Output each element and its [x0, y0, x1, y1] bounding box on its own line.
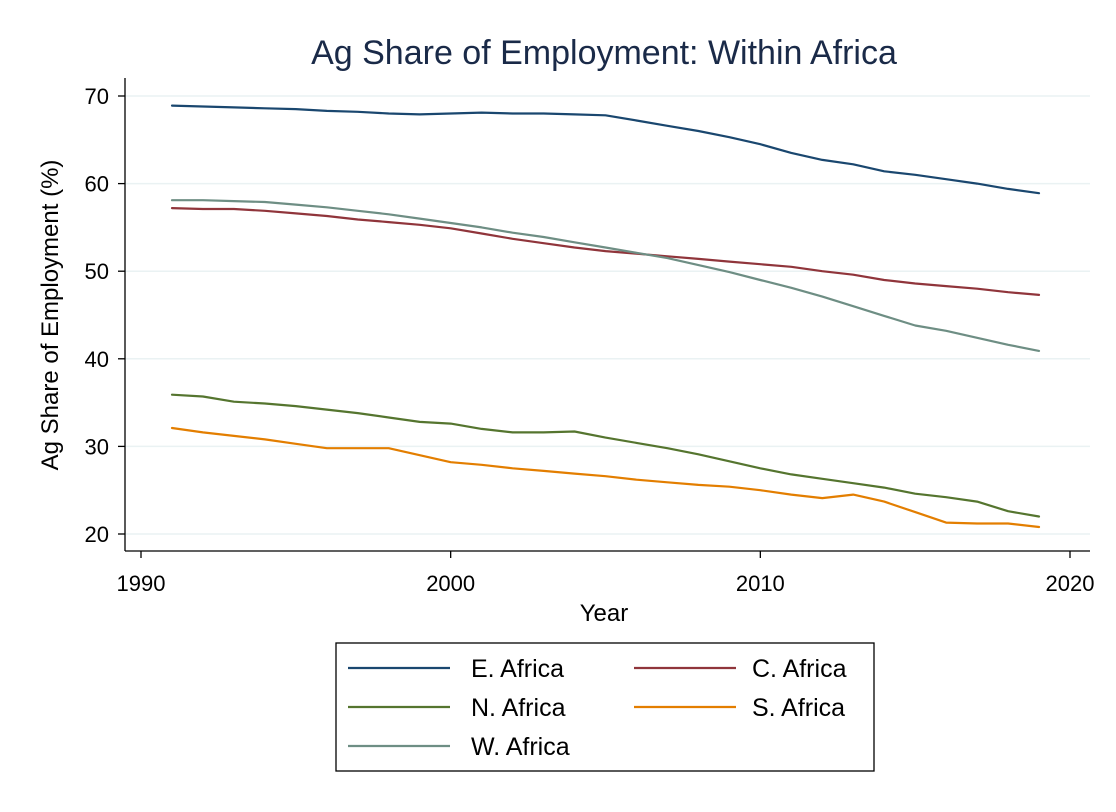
series-lines: [170, 104, 1041, 529]
y-tick-label: 60: [85, 172, 109, 197]
series-line-wafrica: [170, 199, 1041, 352]
y-axis-label: Ag Share of Employment (%): [37, 160, 64, 471]
x-tick-label: 1990: [117, 571, 166, 596]
legend-label: N. Africa: [471, 694, 566, 722]
legend: E. Africa C. Africa N. Africa S. Africa W. A…: [335, 642, 875, 772]
x-tick-label: 2020: [1046, 571, 1095, 596]
legend-box: [335, 642, 875, 772]
y-tick-label: 30: [85, 434, 109, 459]
chart-title: Ag Share of Employment: Within Africa: [311, 34, 897, 72]
x-tick-label: 2000: [426, 571, 475, 596]
gridlines: [125, 95, 1090, 535]
y-tick-label: 20: [85, 522, 109, 547]
y-tick-label: 70: [85, 84, 109, 109]
axes: 20 30 40 50 60 70 1990 2000 2010 2020: [85, 78, 1095, 596]
series-line-eafrica: [170, 104, 1041, 195]
x-axis-label: Year: [580, 600, 629, 627]
y-tick-label: 40: [85, 347, 109, 372]
y-tick-label: 50: [85, 259, 109, 284]
legend-label: E. Africa: [471, 655, 564, 683]
legend-label: W. Africa: [471, 733, 570, 761]
x-tick-label: 2010: [736, 571, 785, 596]
series-line-cafrica: [170, 207, 1041, 296]
legend-label: S. Africa: [752, 694, 845, 722]
series-line-nafrica: [170, 393, 1041, 518]
legend-label: C. Africa: [752, 655, 847, 683]
series-line-safrica: [170, 426, 1041, 529]
